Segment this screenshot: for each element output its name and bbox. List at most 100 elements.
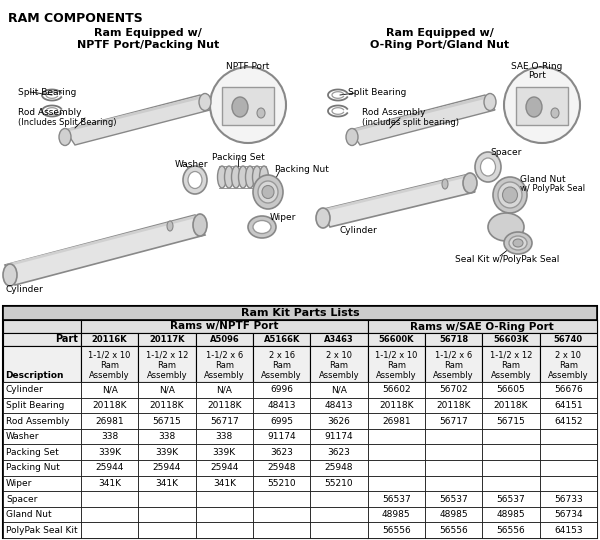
Bar [81, 333, 139, 346]
Bar [139, 413, 196, 429]
Bar [310, 507, 368, 522]
Bar [310, 460, 368, 476]
Text: 56715: 56715 [152, 416, 181, 426]
Ellipse shape [346, 129, 358, 145]
Ellipse shape [188, 172, 202, 188]
Bar [3, 320, 81, 333]
Bar [425, 507, 482, 522]
Bar [3, 413, 81, 429]
Text: 48413: 48413 [268, 401, 296, 410]
Text: 56676: 56676 [554, 386, 583, 394]
Text: 2 x 16: 2 x 16 [269, 351, 295, 360]
Text: 56602: 56602 [382, 386, 410, 394]
Bar [3, 444, 81, 460]
Text: Ram: Ram [502, 361, 521, 370]
Text: Ram: Ram [100, 361, 119, 370]
Text: 338: 338 [158, 432, 176, 441]
Bar [482, 397, 539, 413]
Text: 341K: 341K [98, 479, 121, 488]
Bar [3, 429, 81, 444]
Bar [310, 491, 368, 507]
Text: 25948: 25948 [268, 463, 296, 472]
Text: Washer: Washer [6, 432, 40, 441]
Bar [482, 507, 539, 522]
Text: 1-1/2 x 12: 1-1/2 x 12 [490, 351, 532, 360]
Bar [310, 346, 368, 382]
Ellipse shape [481, 158, 496, 176]
Bar [196, 413, 253, 429]
Bar [539, 413, 597, 429]
Bar [196, 397, 253, 413]
Text: 1-1/2 x 10: 1-1/2 x 10 [375, 351, 418, 360]
Text: (Includes Split Bearing): (Includes Split Bearing) [18, 118, 116, 127]
Bar [3, 460, 81, 476]
Text: 339K: 339K [155, 448, 179, 457]
Text: 339K: 339K [213, 448, 236, 457]
Text: Port: Port [528, 71, 546, 80]
Text: 20118K: 20118K [207, 401, 242, 410]
Bar [81, 507, 139, 522]
Ellipse shape [484, 93, 496, 111]
Ellipse shape [218, 166, 227, 188]
Bar [368, 429, 425, 444]
Text: Seal Kit w/PolyPak Seal: Seal Kit w/PolyPak Seal [455, 255, 559, 264]
Bar [81, 444, 139, 460]
Text: 55210: 55210 [268, 479, 296, 488]
Bar [425, 429, 482, 444]
Bar [368, 320, 597, 333]
Text: 56537: 56537 [497, 495, 526, 503]
Text: NPTF Port: NPTF Port [226, 62, 269, 71]
Polygon shape [320, 175, 475, 227]
Bar [81, 476, 139, 491]
Bar [539, 429, 597, 444]
Text: Assembly: Assembly [204, 371, 245, 380]
Bar [368, 444, 425, 460]
Text: 56715: 56715 [497, 416, 526, 426]
Ellipse shape [232, 166, 241, 188]
Text: Ram: Ram [559, 361, 578, 370]
Text: 48985: 48985 [382, 510, 410, 519]
Text: Assembly: Assembly [548, 371, 589, 380]
Bar [425, 333, 482, 346]
Bar [539, 346, 597, 382]
Bar [139, 346, 196, 382]
Text: Split Bearing: Split Bearing [18, 88, 76, 97]
Text: Rod Assembly: Rod Assembly [6, 416, 70, 426]
Ellipse shape [316, 208, 330, 228]
Text: Assembly: Assembly [319, 371, 359, 380]
Bar [196, 429, 253, 444]
Ellipse shape [224, 166, 233, 188]
Bar [425, 444, 482, 460]
Bar [253, 522, 310, 538]
Bar [3, 346, 81, 382]
Bar [253, 333, 310, 346]
Text: 20117K: 20117K [149, 335, 185, 344]
Bar [516, 87, 568, 125]
Bar [482, 429, 539, 444]
Bar [253, 346, 310, 382]
Bar [196, 382, 253, 397]
Ellipse shape [526, 97, 542, 117]
Ellipse shape [193, 214, 207, 236]
Bar [222, 87, 274, 125]
Bar [482, 491, 539, 507]
Text: Split Bearing: Split Bearing [6, 401, 64, 410]
Text: N/A: N/A [159, 386, 175, 394]
Bar [425, 491, 482, 507]
Text: Assembly: Assembly [262, 371, 302, 380]
Text: Description: Description [5, 371, 64, 380]
Text: Rams w/SAE O-Ring Port: Rams w/SAE O-Ring Port [410, 321, 554, 332]
Bar [368, 522, 425, 538]
Bar [3, 507, 81, 522]
Bar [3, 491, 81, 507]
Ellipse shape [258, 181, 278, 203]
Bar [482, 444, 539, 460]
Bar [253, 382, 310, 397]
Text: 48985: 48985 [497, 510, 526, 519]
Bar [368, 476, 425, 491]
Bar [539, 476, 597, 491]
Bar [196, 491, 253, 507]
Text: 48985: 48985 [439, 510, 468, 519]
Bar [310, 429, 368, 444]
Text: 56603K: 56603K [493, 335, 529, 344]
